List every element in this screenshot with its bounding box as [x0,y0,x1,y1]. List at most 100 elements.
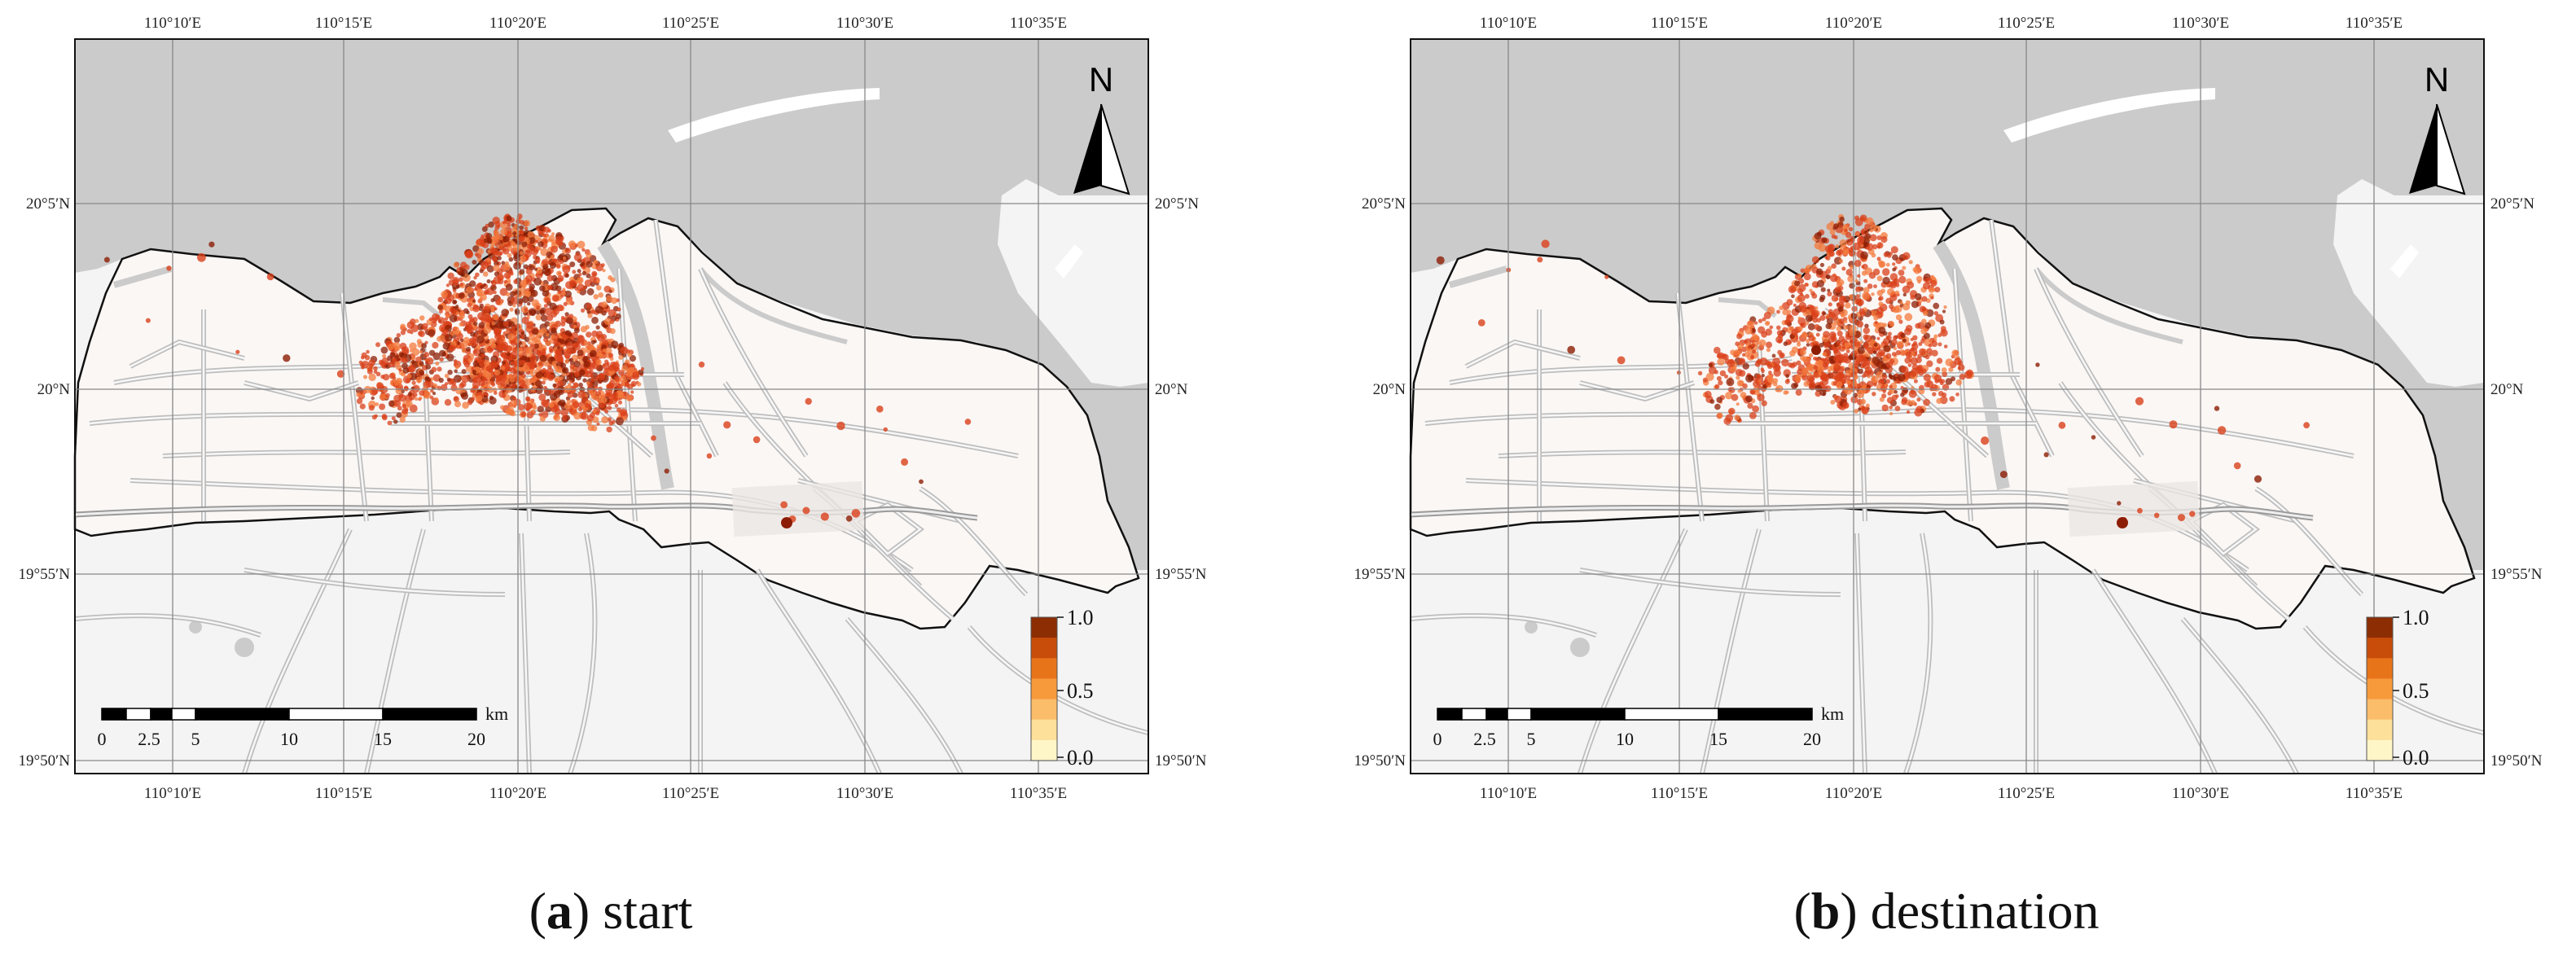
density-point [616,390,624,398]
density-point [562,368,567,372]
density-point [1714,346,1721,354]
density-point [1855,231,1860,236]
density-point [1878,301,1884,307]
density-point [544,307,553,316]
density-point [521,365,530,373]
density-point [1829,371,1837,379]
density-point [1803,381,1810,387]
density-point [1814,232,1822,240]
density-point [2253,475,2262,483]
density-point [1754,321,1758,325]
density-point [706,453,713,459]
density-point [1889,406,1893,410]
density-point [1954,357,1962,366]
density-point [503,243,508,248]
density-point [1849,265,1854,270]
density-point [525,396,531,401]
density-point [595,334,601,340]
density-point [1833,223,1839,230]
density-point [582,378,587,383]
density-point [556,304,564,312]
density-point [562,287,566,292]
density-point [523,220,531,227]
density-point [541,380,546,385]
legend-swatch [2367,699,2393,721]
density-point [590,340,595,344]
density-point [1876,242,1884,249]
density-point [1901,399,1907,406]
longitude-label-top: 110°15′E [1651,15,1708,32]
density-point [1847,275,1854,283]
density-point [435,397,439,401]
density-point [517,404,525,411]
density-point [1820,287,1826,292]
density-point [1849,324,1857,333]
pond [235,638,254,657]
density-point [1885,353,1892,359]
density-point [438,377,444,384]
scale-bar-segment [1718,708,1813,721]
density-point [1839,217,1845,222]
density-point [542,234,546,238]
density-point [523,264,529,270]
main-road-center [1410,504,2314,520]
density-point [376,382,384,390]
density-point [604,318,612,326]
density-point [1861,265,1865,269]
density-point [1904,343,1908,347]
density-point [396,412,402,419]
density-point [1866,217,1874,226]
density-point [1865,403,1870,408]
density-point [578,382,583,388]
density-point [459,283,464,287]
density-point [399,416,406,423]
density-point [471,339,479,347]
density-point [820,512,829,521]
legend-swatch [1031,617,1057,638]
density-point [559,376,564,381]
density-point [371,414,377,420]
density-point [1843,325,1849,331]
density-point [1930,384,1938,392]
density-point [491,383,496,387]
density-point [500,381,507,387]
density-point [1941,367,1947,373]
airport-area [2067,480,2201,537]
density-point [1898,270,1905,276]
density-point [555,366,562,373]
density-point [2137,507,2143,514]
scale-bar-segment [125,708,151,721]
density-point [409,404,418,413]
density-point [586,252,592,258]
density-point [484,289,489,295]
density-point [1780,353,1784,357]
density-point [562,292,567,296]
density-point [578,369,586,376]
density-point [600,263,605,267]
density-point [375,371,381,377]
density-point [459,271,465,278]
density-point [441,291,448,298]
density-point [581,248,586,252]
density-point [382,353,387,358]
density-point [506,387,512,393]
longitude-label-bottom: 110°35′E [2346,785,2403,802]
density-point [2303,422,2310,429]
density-point [1857,299,1864,306]
density-point [409,342,417,350]
density-point [1924,354,1930,360]
density-point [549,349,553,353]
density-point [1726,378,1735,387]
density-point [1740,392,1747,398]
density-point [1872,356,1880,365]
density-point [1926,360,1933,367]
density-point [1882,268,1890,276]
density-point [1747,348,1753,354]
density-point [1904,357,1911,364]
density-point [1921,296,1928,302]
density-point [453,300,458,305]
road-center [1904,533,1932,774]
density-point [1889,321,1894,327]
density-point [368,373,376,381]
density-point [484,359,490,366]
